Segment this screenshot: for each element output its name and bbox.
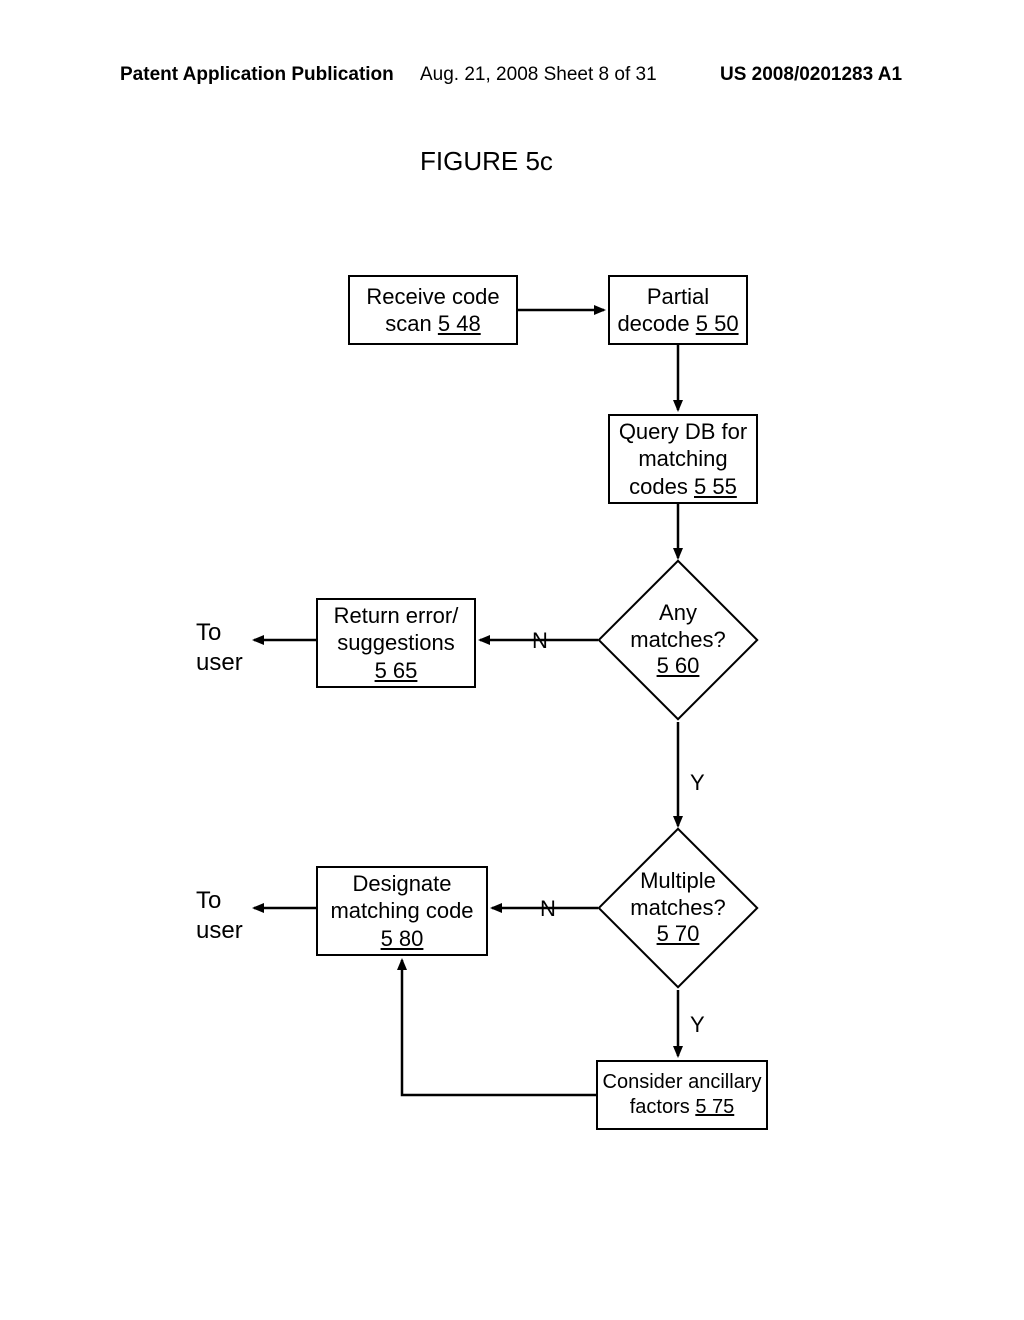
node-text: matching — [638, 446, 727, 471]
terminal-to-user-2: To user — [196, 886, 243, 946]
terminal-text: user — [196, 649, 243, 676]
node-ref: 5 65 — [375, 658, 418, 683]
node-text: Receive code — [366, 284, 499, 309]
decision-multiple-matches: Multiple matches? 5 70 — [598, 828, 758, 988]
node-designate-matching-code: Designate matching code 5 80 — [316, 866, 488, 956]
node-text: Multiple — [640, 868, 716, 893]
node-text: suggestions — [337, 630, 454, 655]
node-text: Return error/ — [334, 603, 459, 628]
node-text: factors — [630, 1096, 696, 1118]
node-ref: 5 48 — [438, 311, 481, 336]
node-text: matches? — [630, 627, 725, 652]
edge-label-n-570: N — [540, 896, 556, 922]
figure-title: FIGURE 5c — [420, 146, 553, 177]
node-text: Any — [659, 600, 697, 625]
decision-any-matches: Any matches? 5 60 — [598, 560, 758, 720]
header-right: US 2008/0201283 A1 — [720, 64, 902, 86]
node-text: codes — [629, 474, 694, 499]
node-ref: 5 50 — [696, 311, 739, 336]
edge-label-n-560: N — [532, 628, 548, 654]
node-query-db: Query DB for matching codes 5 55 — [608, 414, 758, 504]
edge-label-y-570: Y — [690, 1012, 705, 1038]
node-text: Partial — [647, 284, 709, 309]
node-return-error: Return error/ suggestions 5 65 — [316, 598, 476, 688]
node-text: decode — [617, 311, 695, 336]
page: Patent Application Publication Aug. 21, … — [0, 0, 1024, 1320]
node-partial-decode: Partial decode 5 50 — [608, 275, 748, 345]
flowchart-arrows — [0, 0, 1024, 1320]
node-text: matches? — [630, 895, 725, 920]
terminal-text: To — [196, 887, 221, 914]
node-ref: 5 75 — [695, 1096, 734, 1118]
header-center: Aug. 21, 2008 Sheet 8 of 31 — [420, 64, 657, 86]
edge-label-y-560: Y — [690, 770, 705, 796]
node-ref: 5 70 — [657, 921, 700, 946]
terminal-text: user — [196, 917, 243, 944]
node-text: Consider ancillary — [603, 1071, 762, 1093]
node-text: Designate — [352, 871, 451, 896]
node-ref: 5 60 — [657, 653, 700, 678]
node-text: matching code — [330, 898, 473, 923]
node-ref: 5 55 — [694, 474, 737, 499]
terminal-to-user-1: To user — [196, 618, 243, 678]
node-consider-ancillary: Consider ancillary factors 5 75 — [596, 1060, 768, 1130]
terminal-text: To — [196, 619, 221, 646]
node-text: Query DB for — [619, 419, 747, 444]
node-receive-code-scan: Receive code scan 5 48 — [348, 275, 518, 345]
node-text: scan — [385, 311, 438, 336]
header-left: Patent Application Publication — [120, 64, 394, 86]
node-ref: 5 80 — [381, 926, 424, 951]
